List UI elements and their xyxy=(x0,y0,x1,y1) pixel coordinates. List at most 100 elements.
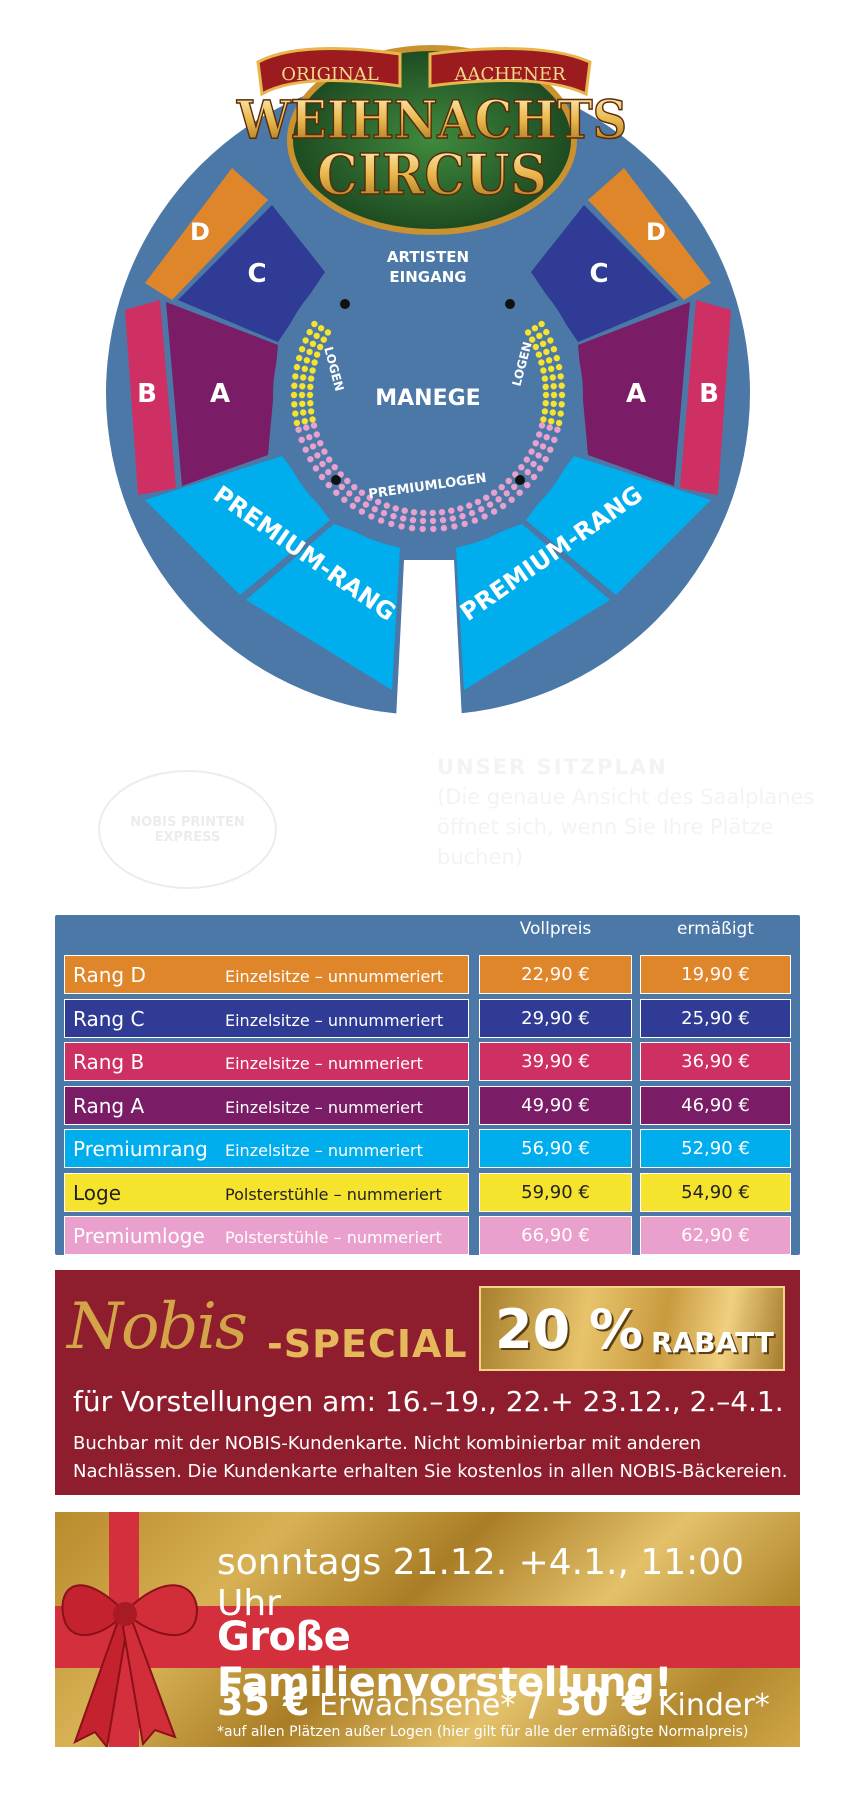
price-row: Premiumloge Polsterstühle – nummeriert 66,… xyxy=(64,1216,791,1255)
reduced-price: 46,90 € xyxy=(640,1085,791,1125)
seat-dot xyxy=(550,346,558,353)
seat-dot xyxy=(541,408,549,415)
seat-dot xyxy=(408,524,416,532)
section-d-left[interactable] xyxy=(145,168,268,300)
seat-dot xyxy=(536,332,543,339)
notice-title: UNSER SITZPLAN xyxy=(437,755,668,779)
price-row-label-box: Premiumloge Polsterstühle – nummeriert xyxy=(64,1216,469,1255)
seat-dot xyxy=(530,473,538,481)
rank-description: Einzelsitze – nummeriert xyxy=(225,1141,423,1160)
seat-dot xyxy=(483,494,490,501)
seat-dot xyxy=(293,419,301,427)
seat-dot xyxy=(292,373,299,380)
family-show-banner: sonntags 21.12. +4.1., 11:00 Uhr Große F… xyxy=(55,1512,800,1747)
seat-plan-notice: UNSER SITZPLAN (Die genaue Ansicht des S… xyxy=(437,752,817,872)
section-a-right[interactable] xyxy=(578,302,690,486)
price-row: Rang B Einzelsitze – nummeriert 39,90 €36,… xyxy=(64,1042,791,1081)
section-b-left-label: B xyxy=(137,379,157,409)
seat-dot xyxy=(291,401,298,408)
seat-dot xyxy=(543,434,550,441)
seat-dot xyxy=(419,517,427,525)
price-separator: / xyxy=(515,1680,556,1724)
seat-dot xyxy=(309,367,316,374)
rank-name: Rang C xyxy=(73,1006,145,1031)
adult-price: 35 € xyxy=(217,1680,310,1724)
seat-dot xyxy=(338,483,345,491)
seat-dot xyxy=(313,332,320,339)
price-row-label-box: Loge Polsterstühle – nummeriert xyxy=(64,1172,469,1212)
seat-dot xyxy=(551,436,558,443)
seat-map: ARTISTEN EINGANG MANEGE LOGEN LOGEN PREM… xyxy=(106,45,750,720)
full-price: 56,90 € xyxy=(479,1129,632,1168)
seat-dot xyxy=(358,489,366,496)
rank-description: Einzelsitze – unnummeriert xyxy=(225,967,444,986)
seat-dot xyxy=(354,496,361,503)
seat-dot xyxy=(300,409,307,416)
nobis-stamp: NOBIS PRINTEN EXPRESS xyxy=(98,770,277,889)
seat-dot xyxy=(358,508,366,515)
seat-dot xyxy=(362,501,370,508)
seat-dot xyxy=(303,357,311,364)
full-price: 49,90 € xyxy=(479,1085,632,1125)
seat-dot xyxy=(490,508,498,515)
seat-dot xyxy=(307,408,315,415)
seat-dot xyxy=(298,346,306,353)
rank-name: Rang A xyxy=(73,1093,145,1118)
seat-dot xyxy=(318,473,326,481)
seat-dot xyxy=(550,391,558,399)
section-b-left[interactable] xyxy=(125,300,176,495)
section-d-left-label: D xyxy=(190,218,210,246)
seat-dot xyxy=(301,418,308,425)
seat-dot xyxy=(299,400,306,407)
price-row: Rang C Einzelsitze – unnummeriert 29,90 €2… xyxy=(64,998,791,1038)
rank-name: Rang D xyxy=(73,963,146,987)
reduced-price: 36,90 € xyxy=(640,1042,791,1081)
section-d-right[interactable] xyxy=(588,168,711,300)
section-c-left[interactable] xyxy=(178,205,325,342)
seat-dot xyxy=(299,383,306,390)
seat-dot xyxy=(307,383,314,390)
seat-dot xyxy=(302,446,309,453)
seat-dot xyxy=(401,507,408,514)
seat-dot xyxy=(503,490,510,497)
seat-dot xyxy=(516,489,523,496)
seat-dot xyxy=(420,509,427,517)
seat-dot xyxy=(449,515,456,522)
rank-description: Einzelsitze – nummeriert xyxy=(225,1097,423,1117)
seat-dot xyxy=(439,516,447,524)
seat-dot xyxy=(301,365,308,372)
premium-rang-left[interactable] xyxy=(145,456,330,595)
seat-dot xyxy=(532,343,539,351)
price-row-label-box: Rang B Einzelsitze – nummeriert xyxy=(64,1042,469,1081)
section-b-right[interactable] xyxy=(680,300,731,495)
marker xyxy=(505,299,515,309)
premium-rang-left-2[interactable] xyxy=(246,524,400,690)
seat-dot xyxy=(535,452,542,459)
seat-dot xyxy=(292,410,299,417)
seat-dot xyxy=(459,513,466,520)
reduced-price: 52,90 € xyxy=(640,1129,791,1168)
child-price: 30 € xyxy=(555,1680,649,1724)
seat-dot xyxy=(317,440,324,447)
section-c-right[interactable] xyxy=(531,205,678,342)
seat-dot xyxy=(366,494,373,501)
seat-dot xyxy=(291,382,298,389)
seat-dot xyxy=(388,520,395,528)
seat-dot xyxy=(400,515,407,522)
seat-dot xyxy=(539,340,547,347)
seat-dot xyxy=(558,382,565,389)
seat-dot xyxy=(538,359,545,366)
seat-dot xyxy=(398,523,405,530)
logo-aachener: AACHENER xyxy=(453,64,565,85)
seat-dot xyxy=(309,416,316,423)
seat-dot xyxy=(314,452,321,459)
section-a-left[interactable] xyxy=(166,302,278,486)
premium-rang-right-2[interactable] xyxy=(456,524,610,690)
family-dates: sonntags 21.12. +4.1., 11:00 Uhr xyxy=(217,1542,745,1624)
seat-dot xyxy=(429,509,436,517)
seat-dot xyxy=(555,419,563,427)
premium-rang-right[interactable] xyxy=(526,456,711,595)
seat-dot xyxy=(535,351,543,358)
seat-dot xyxy=(293,363,301,371)
seat-dot xyxy=(320,336,327,343)
